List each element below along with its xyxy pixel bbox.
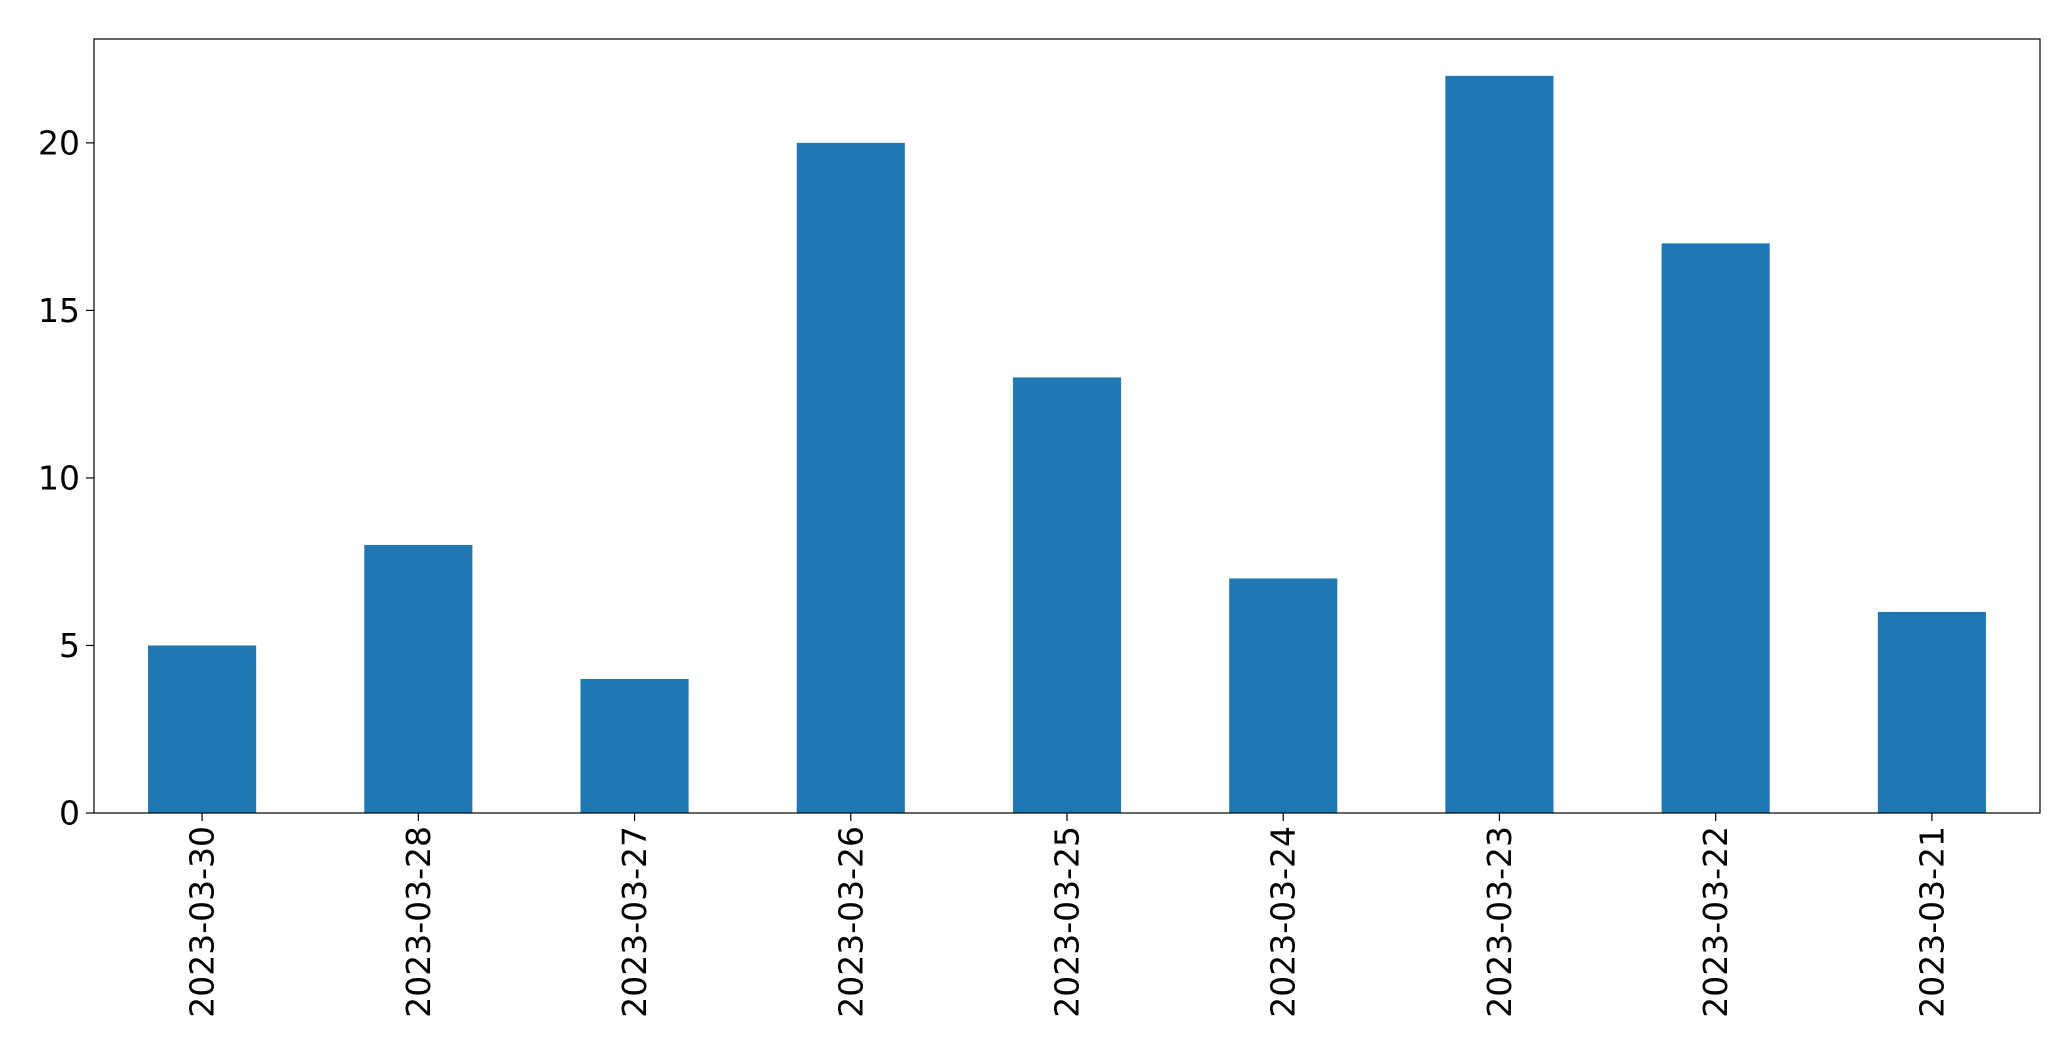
plot-frame [93, 38, 2041, 814]
y-axis: 0 5 10 15 20 [38, 123, 94, 833]
bar-2023-03-21 [1877, 611, 1986, 813]
bar-2023-03-27 [580, 678, 689, 813]
x-tick-label-2023-03-27: 2023-03-27 [615, 826, 654, 1018]
bar-2023-03-26 [796, 142, 905, 813]
bar-2023-03-22 [1661, 243, 1770, 813]
bars-group [148, 75, 1986, 814]
x-tick-label-2023-03-30: 2023-03-30 [183, 826, 222, 1018]
x-tick-label-2023-03-25: 2023-03-25 [1048, 826, 1087, 1018]
x-tick-label-2023-03-26: 2023-03-26 [831, 826, 870, 1018]
x-tick-label-2023-03-21: 2023-03-21 [1912, 826, 1951, 1018]
y-tick-label-20: 20 [38, 123, 80, 162]
x-tick-label-2023-03-22: 2023-03-22 [1696, 826, 1735, 1018]
x-tick-label-2023-03-28: 2023-03-28 [399, 826, 438, 1018]
bar-2023-03-23 [1445, 75, 1554, 814]
bar-2023-03-28 [364, 544, 473, 813]
x-axis: 2023-03-30 2023-03-28 2023-03-27 2023-03-26… [183, 813, 1951, 1018]
bar-2023-03-30 [148, 645, 257, 813]
x-tick-label-2023-03-23: 2023-03-23 [1480, 826, 1519, 1018]
bar-2023-03-24 [1229, 578, 1338, 813]
y-tick-label-5: 5 [59, 626, 80, 665]
y-tick-label-0: 0 [59, 794, 80, 833]
y-tick-label-10: 10 [38, 458, 80, 497]
x-tick-label-2023-03-24: 2023-03-24 [1264, 826, 1303, 1018]
bar-2023-03-25 [1012, 377, 1122, 813]
y-tick-label-15: 15 [38, 291, 80, 330]
